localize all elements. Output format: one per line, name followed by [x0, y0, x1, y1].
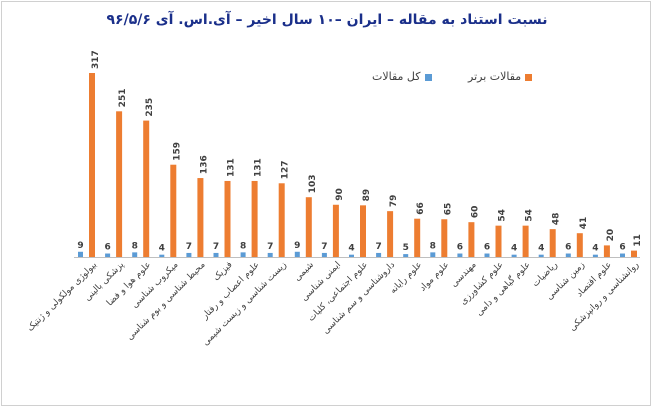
label-top-10: 90	[335, 188, 345, 201]
bar-total-18	[538, 254, 544, 257]
label-top-5: 136	[199, 155, 209, 174]
bar-total-13	[403, 254, 409, 257]
label-total-7: 8	[240, 241, 246, 251]
x-tick-label-9: شیمی	[293, 260, 316, 283]
bar-top-7	[251, 180, 258, 257]
bar-top-9	[305, 197, 312, 257]
label-top-14: 65	[443, 203, 453, 216]
bar-top-6	[224, 180, 231, 257]
label-top-17: 54	[525, 209, 535, 222]
label-top-4: 159	[172, 142, 182, 161]
bar-total-16	[484, 253, 490, 257]
bar-top-13	[414, 218, 421, 257]
label-top-16: 54	[498, 209, 508, 222]
label-total-16: 6	[484, 243, 490, 253]
bar-total-15	[457, 253, 463, 257]
bar-top-11	[360, 205, 366, 257]
bar-top-15	[468, 222, 475, 257]
bar-total-12	[376, 252, 382, 257]
label-total-14: 8	[430, 241, 436, 251]
label-total-17: 4	[511, 244, 517, 254]
bar-total-5	[186, 252, 192, 257]
bar-total-3	[132, 252, 138, 257]
bar-top-20	[603, 245, 610, 257]
label-total-2: 6	[104, 243, 110, 253]
label-total-20: 4	[592, 244, 598, 254]
bar-total-8	[267, 252, 273, 257]
label-top-18: 48	[552, 213, 562, 226]
bar-top-12	[387, 211, 394, 257]
label-total-5: 7	[186, 242, 192, 252]
bar-top-1	[89, 73, 95, 257]
legend-item-series-1: کل مقالات	[372, 70, 432, 83]
legend-item-series-2: مقالات برتر	[468, 70, 533, 83]
label-top-2: 251	[118, 89, 128, 108]
label-total-19: 6	[565, 243, 571, 253]
label-top-7: 131	[254, 158, 264, 177]
label-top-13: 66	[416, 202, 426, 215]
label-total-3: 8	[132, 241, 138, 251]
bar-total-10	[321, 252, 327, 257]
bar-top-19	[576, 233, 583, 257]
label-top-6: 131	[227, 158, 237, 177]
bar-total-21	[620, 253, 625, 257]
label-total-1: 9	[77, 241, 83, 251]
label-top-3: 235	[145, 98, 155, 117]
bar-total-9	[294, 251, 300, 257]
legend-swatch-series-2	[525, 73, 533, 81]
bar-total-6	[213, 252, 219, 257]
label-total-21: 6	[619, 243, 625, 253]
label-total-4: 4	[159, 244, 165, 254]
x-tick-label-14: علوم مواد	[418, 260, 452, 294]
bar-top-18	[549, 229, 556, 257]
bar-top-5	[197, 178, 204, 257]
bar-top-21	[631, 250, 637, 257]
label-total-13: 5	[403, 243, 409, 253]
bar-top-4	[170, 164, 177, 257]
bar-total-4	[159, 254, 165, 257]
legend-label-series-1: کل مقالات	[372, 70, 421, 83]
label-total-10: 7	[321, 242, 327, 252]
bar-total-19	[565, 253, 571, 257]
label-top-21: 11	[633, 234, 643, 247]
label-top-1: 317	[91, 50, 101, 69]
legend-label-series-2: مقالات برتر	[468, 70, 522, 83]
label-total-6: 7	[213, 242, 219, 252]
label-top-11: 89	[362, 189, 372, 202]
label-total-18: 4	[538, 244, 544, 254]
bar-total-1	[78, 251, 83, 257]
label-total-9: 9	[294, 241, 300, 251]
bar-top-2	[116, 111, 123, 258]
label-total-8: 7	[267, 242, 273, 252]
legend-swatch-series-1	[424, 73, 432, 81]
label-top-19: 41	[579, 217, 589, 230]
label-top-15: 60	[470, 206, 480, 219]
label-top-8: 127	[281, 160, 291, 179]
bar-total-14	[430, 252, 436, 257]
label-top-20: 20	[606, 229, 616, 242]
bar-total-2	[105, 253, 111, 257]
label-total-12: 7	[375, 242, 381, 252]
bar-top-16	[495, 225, 502, 257]
bar-top-3	[143, 120, 150, 257]
bar-total-11	[349, 254, 354, 257]
bar-top-14	[441, 219, 448, 257]
label-top-12: 79	[389, 195, 399, 208]
bar-total-17	[511, 254, 517, 257]
chart-title: نسبت استناد به مقاله – ایران –۱۰ سال اخی…	[106, 12, 548, 28]
bar-total-7	[240, 252, 246, 257]
label-total-15: 6	[457, 243, 463, 253]
bar-top-10	[332, 204, 339, 257]
label-top-9: 103	[308, 174, 318, 193]
bar-total-20	[592, 254, 598, 257]
bar-top-8	[278, 183, 285, 257]
x-tick-label-6: فیزیک	[212, 260, 235, 283]
bar-top-17	[522, 225, 529, 257]
label-total-11: 4	[348, 244, 354, 254]
